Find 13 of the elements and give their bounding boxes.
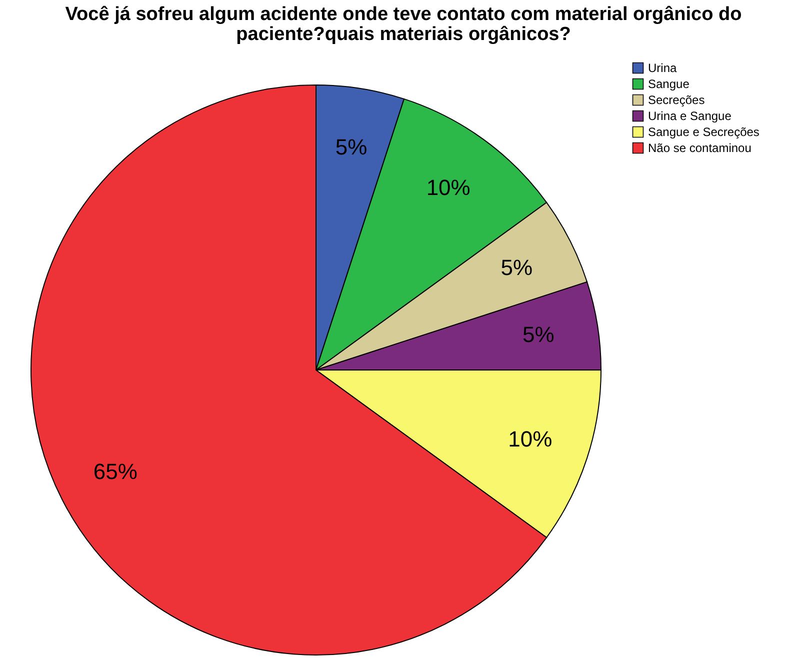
legend-label: Sangue e Secreções (648, 125, 760, 139)
data-label: 10% (426, 174, 470, 200)
data-label: 10% (508, 426, 552, 452)
data-label: 5% (335, 134, 368, 160)
chart-title: Você já sofreu algum acidente onde teve contato com material orgânico do paciente?quais materiais orgânicos? (65, 4, 742, 45)
legend-label: Não se contaminou (648, 141, 752, 155)
legend-label: Urina (648, 61, 677, 75)
legend-label: Secreções (648, 93, 705, 107)
data-label: 5% (522, 322, 554, 347)
data-label: 5% (500, 254, 533, 280)
data-label: 65% (93, 459, 138, 484)
legend-label: Sangue (648, 77, 690, 91)
legend-label: Urina e Sangue (648, 109, 732, 123)
